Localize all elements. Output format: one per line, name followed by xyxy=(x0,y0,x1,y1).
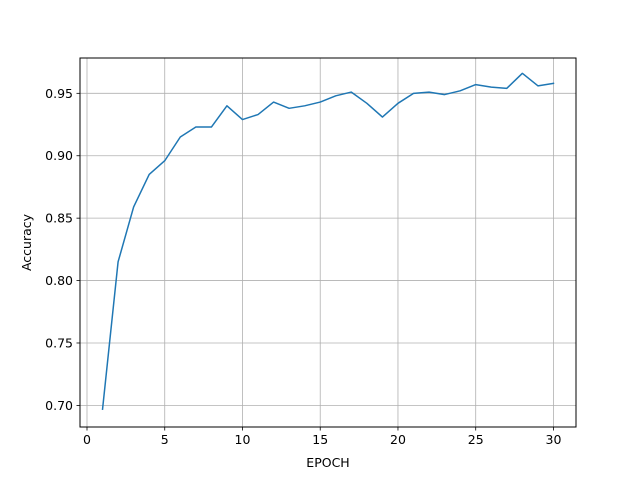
y-axis-label: Accuracy xyxy=(19,213,34,271)
y-tick-label: 0.85 xyxy=(45,211,73,226)
y-tick-label: 0.95 xyxy=(45,86,73,101)
plot-frame xyxy=(79,57,577,428)
x-tick-label: 5 xyxy=(161,432,169,447)
x-axis-label: EPOCH xyxy=(306,455,349,470)
y-tick-label: 0.80 xyxy=(45,273,73,288)
x-tick-label: 20 xyxy=(390,432,406,447)
y-tick-label: 0.70 xyxy=(45,398,73,413)
x-tick-label: 15 xyxy=(312,432,328,447)
accuracy-line xyxy=(101,72,555,410)
series-layer xyxy=(101,72,555,410)
x-tick-label: 30 xyxy=(546,432,562,447)
x-tick-label: 10 xyxy=(235,432,251,447)
axis-ticks: 0 5 10 15 20 25 30 0.70 0.75 0.80 0.85 0.90 0.95 xyxy=(45,86,561,447)
x-tick-label: 0 xyxy=(83,432,91,447)
y-tick-label: 0.75 xyxy=(45,335,73,350)
x-tick-label: 25 xyxy=(468,432,484,447)
y-tick-label: 0.90 xyxy=(45,148,73,163)
